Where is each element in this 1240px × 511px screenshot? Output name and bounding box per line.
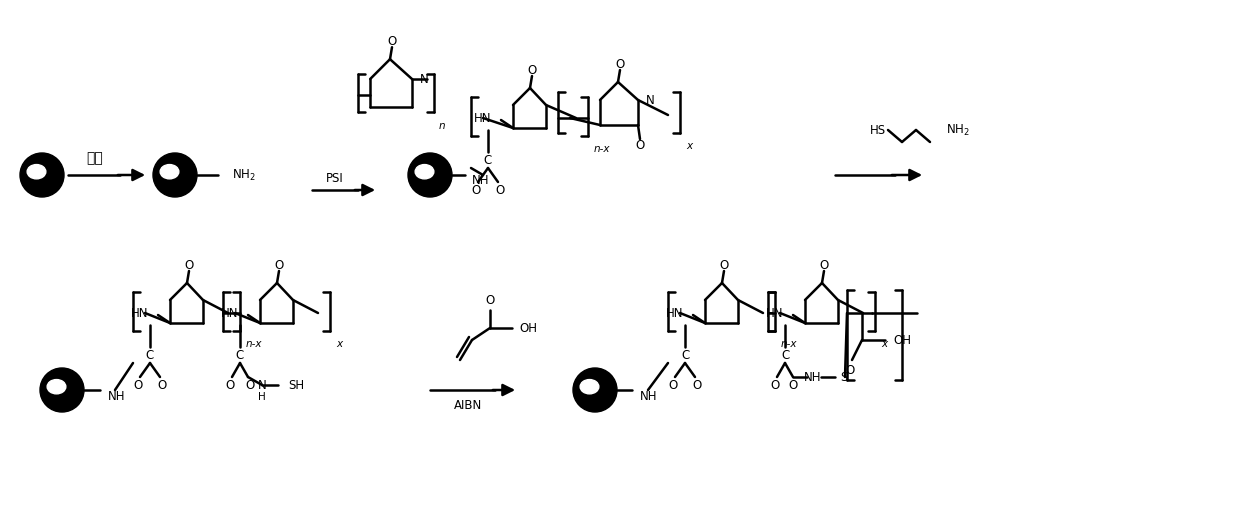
Text: O: O (485, 293, 495, 307)
Text: O: O (157, 379, 166, 391)
Text: O: O (820, 259, 828, 271)
Text: C: C (146, 349, 154, 361)
Text: NH$_2$: NH$_2$ (946, 123, 970, 137)
Text: HN: HN (130, 307, 148, 319)
Text: C: C (236, 349, 244, 361)
Circle shape (20, 153, 64, 197)
Text: HN: HN (221, 307, 238, 319)
Text: O: O (274, 259, 284, 271)
Text: NH: NH (640, 389, 657, 403)
Text: O: O (134, 379, 143, 391)
Text: n: n (439, 121, 445, 130)
Text: O: O (719, 259, 729, 271)
Text: O: O (668, 379, 677, 391)
Text: C: C (781, 349, 789, 361)
Circle shape (573, 368, 618, 412)
Text: HN: HN (765, 307, 782, 319)
Text: AIBN: AIBN (454, 399, 482, 411)
Text: OH: OH (520, 321, 537, 335)
Text: x: x (686, 141, 692, 151)
Text: NH: NH (805, 370, 822, 383)
Text: O: O (495, 183, 505, 197)
Text: n-x: n-x (246, 339, 263, 349)
Text: N: N (420, 73, 429, 85)
Text: H: H (258, 392, 265, 402)
Text: n-x: n-x (781, 339, 797, 349)
Ellipse shape (415, 165, 434, 179)
Text: HN: HN (666, 307, 683, 319)
Text: O: O (615, 58, 625, 71)
Circle shape (40, 368, 84, 412)
Ellipse shape (580, 380, 599, 394)
Ellipse shape (27, 165, 46, 179)
Text: x: x (880, 339, 887, 349)
Text: OH: OH (893, 334, 911, 346)
Text: O: O (635, 138, 645, 151)
Text: C: C (681, 349, 689, 361)
Text: NH: NH (108, 389, 125, 403)
Text: SH: SH (288, 379, 304, 391)
Text: C: C (484, 153, 492, 167)
Text: O: O (471, 183, 481, 197)
Text: NH$_2$: NH$_2$ (232, 168, 255, 182)
Text: O: O (770, 379, 780, 391)
Text: O: O (185, 259, 193, 271)
Text: O: O (387, 35, 397, 48)
Ellipse shape (47, 380, 66, 394)
Text: O: O (846, 363, 854, 377)
Text: NH: NH (472, 174, 490, 187)
Text: PSI: PSI (326, 172, 343, 184)
Text: O: O (527, 63, 537, 77)
Text: n-x: n-x (594, 144, 610, 154)
Text: N: N (258, 379, 267, 391)
Text: HN: HN (474, 111, 491, 125)
Text: O: O (246, 379, 254, 391)
Text: HS: HS (870, 124, 887, 136)
Text: 胺化: 胺化 (87, 151, 103, 165)
Text: O: O (226, 379, 234, 391)
Ellipse shape (160, 165, 179, 179)
Text: O: O (692, 379, 702, 391)
Circle shape (408, 153, 453, 197)
Circle shape (153, 153, 197, 197)
Text: S: S (839, 370, 847, 383)
Text: O: O (789, 379, 797, 391)
Text: N: N (646, 94, 655, 106)
Text: x: x (336, 339, 342, 349)
